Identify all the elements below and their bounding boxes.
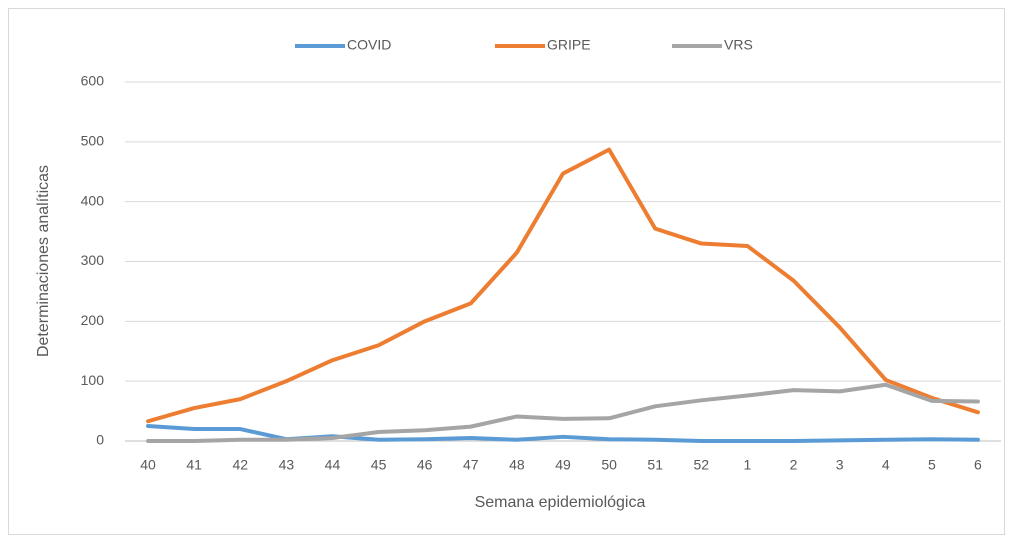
y-tick-label: 100 (81, 372, 105, 388)
x-tick-label: 46 (417, 457, 433, 473)
x-tick-label: 50 (601, 457, 617, 473)
y-tick-label: 600 (81, 73, 105, 89)
legend-label: VRS (724, 37, 753, 53)
y-axis-label: Determinaciones analíticas (35, 165, 52, 357)
x-tick-label: 4 (882, 457, 890, 473)
y-tick-label: 200 (81, 312, 105, 328)
y-tick-label: 300 (81, 252, 105, 268)
x-tick-label: 2 (790, 457, 798, 473)
x-tick-label: 6 (974, 457, 982, 473)
x-tick-label: 47 (463, 457, 479, 473)
y-tick-label: 400 (81, 192, 105, 208)
x-tick-label: 42 (232, 457, 248, 473)
x-tick-label: 41 (186, 457, 202, 473)
legend-label: COVID (347, 37, 391, 53)
x-tick-label: 43 (279, 457, 295, 473)
chart-border (8, 8, 1005, 535)
x-tick-label: 48 (509, 457, 525, 473)
x-tick-label: 3 (836, 457, 844, 473)
x-tick-label: 51 (647, 457, 663, 473)
x-tick-label: 40 (140, 457, 156, 473)
x-tick-label: 5 (928, 457, 936, 473)
x-tick-label: 45 (371, 457, 387, 473)
x-tick-label: 49 (555, 457, 571, 473)
x-axis-label: Semana epidemiológica (475, 494, 646, 511)
x-tick-label: 1 (744, 457, 752, 473)
y-tick-label: 500 (81, 133, 105, 149)
y-tick-label: 0 (96, 432, 104, 448)
series-line (146, 147, 980, 424)
x-tick-label: 44 (325, 457, 341, 473)
x-tick-label: 52 (694, 457, 710, 473)
series-line (146, 382, 980, 443)
legend-label: GRIPE (547, 37, 591, 53)
